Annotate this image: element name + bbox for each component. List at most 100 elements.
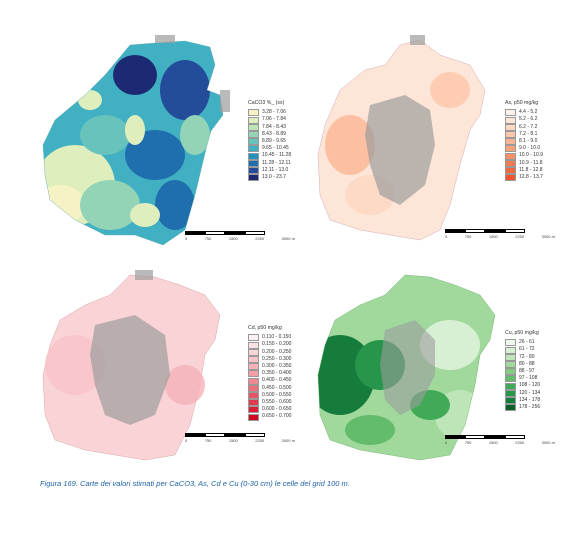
legend-swatch	[248, 166, 259, 174]
legend-label: 0.600 - 0.650	[262, 406, 292, 413]
legend-swatch	[248, 370, 259, 378]
legend-item: 0.400 - 0.450	[248, 377, 291, 385]
legend-item: 0.600 - 0.650	[248, 406, 292, 414]
legend-swatch	[248, 130, 259, 138]
scale-tick: 2250	[515, 440, 525, 445]
legend-label: 88 - 97	[519, 368, 535, 375]
scale-seg	[245, 231, 265, 235]
scale-seg	[485, 229, 505, 233]
legend-item: 0.300 - 0.350	[248, 363, 292, 371]
legend-item: 178 - 256	[505, 404, 541, 412]
legend-label: 108 - 120	[519, 382, 541, 389]
legend-item: 9.0 - 10.0	[505, 145, 543, 153]
legend-swatch	[248, 334, 259, 342]
legend-swatch	[248, 399, 259, 407]
scale-seg	[205, 231, 225, 235]
legend-swatch	[505, 123, 516, 131]
legend-label: 97 - 108	[519, 375, 538, 382]
legend-label: 6.2 - 7.2	[519, 123, 538, 130]
legend-item: 8.89 - 9.65	[248, 138, 291, 146]
scale-seg	[225, 433, 245, 437]
legend-label: 72 - 80	[519, 353, 535, 360]
scale-seg	[205, 433, 225, 437]
legend-item: 5.2 - 6.2	[505, 116, 543, 124]
scale-seg	[185, 433, 205, 437]
scale-seg	[445, 229, 465, 233]
legend-swatch	[248, 341, 259, 349]
legend-cu: Cu, p50 mg/kg 26 - 61 61 - 72 72 - 80 80 - …	[505, 330, 541, 412]
legend-swatch	[248, 174, 259, 182]
scale-tick: 1500	[488, 234, 498, 239]
legend-title: As, p50 mg/kg	[505, 100, 539, 106]
legend-label: 8.1 - 9.0	[519, 138, 538, 145]
legend-item: 120 - 134	[505, 390, 540, 397]
scale-bar: 0 750 1500 2250 3000 m	[445, 229, 555, 239]
legend-cd: Cd, p50 mg/kg 0.110 - 0.150 0.150 - 0.200…	[248, 325, 291, 421]
legend-label: 4.4 - 5.2	[519, 109, 538, 116]
legend-item: 9.65 - 10.45	[248, 145, 291, 153]
legend-item: 0.110 - 0.150	[248, 334, 291, 342]
legend-label: 0.450 - 0.500	[262, 384, 292, 391]
scale-tick: 750	[464, 234, 472, 239]
legend-item: 108 - 120	[505, 382, 541, 390]
legend-label: 7.84 - 8.43	[262, 123, 286, 130]
legend-item: 0.550 - 0.600	[248, 399, 292, 407]
legend-swatch	[248, 377, 259, 385]
scale-seg	[225, 231, 245, 235]
legend-rows: 0.110 - 0.150 0.150 - 0.200 0.200 - 0.250 0…	[248, 334, 292, 421]
legend-swatch	[505, 130, 516, 138]
scale-tick: 750	[464, 440, 472, 445]
scale-tick: 750	[204, 236, 212, 241]
scale-seg	[505, 229, 525, 233]
legend-label: 0.550 - 0.600	[262, 399, 292, 406]
legend-item: 88 - 97	[505, 368, 540, 376]
scale-seg	[185, 231, 205, 235]
legend-item: 7.06 - 7.84	[248, 116, 291, 124]
legend-item: 6.2 - 7.2	[505, 124, 543, 131]
legend-item: 134 - 178	[505, 397, 540, 404]
legend-label: 0.300 - 0.350	[262, 363, 292, 370]
legend-swatch	[248, 355, 259, 363]
legend-item: 11.28 - 12.11	[248, 160, 291, 167]
scale-tick: 0	[185, 438, 188, 443]
legend-label: 5.2 - 6.2	[519, 116, 538, 123]
scale-seg	[505, 435, 525, 439]
legend-swatch	[505, 145, 516, 153]
scale-tick: 3000 m	[541, 440, 555, 445]
map-panel-cu: Cu, p50 mg/kg 26 - 61 61 - 72 72 - 80 80 - …	[310, 265, 560, 465]
scale-seg	[245, 433, 265, 437]
legend-item: 0.650 - 0.700	[248, 413, 291, 421]
legend-swatch	[505, 166, 516, 174]
legend-swatch	[505, 389, 516, 397]
legend-item: 3.28 - 7.06	[248, 109, 291, 117]
legend-swatch	[505, 375, 516, 383]
scale-tick: 750	[204, 438, 212, 443]
legend-label: 7.2 - 8.1	[519, 130, 538, 137]
figure-caption: Figura 169. Carte dei valori stimati per…	[40, 479, 350, 488]
map-panel-cd: Cd, p50 mg/kg 0.110 - 0.150 0.150 - 0.200…	[35, 265, 295, 465]
legend-label: 178 - 256	[519, 404, 541, 411]
legend-swatch	[505, 109, 516, 117]
legend-item: 10.9 - 11.8	[505, 160, 543, 167]
legend-label: 9.0 - 10.0	[519, 145, 541, 152]
legend-item: 0.500 - 0.550	[248, 392, 291, 399]
map-panel-as: As, p50 mg/kg 4.4 - 5.2 5.2 - 6.2 6.2 - 7.…	[310, 35, 560, 255]
legend-item: 11.8 - 12.8	[505, 167, 543, 174]
legend-label: 10.9 - 11.8	[519, 159, 543, 166]
map-cu	[317, 274, 496, 461]
legend-label: 3.28 - 7.06	[262, 109, 286, 116]
legend-title: Cu, p50 mg/kg	[505, 330, 539, 336]
scale-tick: 1500	[488, 440, 498, 445]
legend-label: 12.11 - 13.0	[262, 166, 289, 173]
scale-bar: 0 750 1500 2250 3000 m	[445, 435, 555, 445]
legend-label: 9.65 - 10.45	[262, 145, 289, 152]
legend-swatch	[505, 116, 516, 124]
scale-tick: 2250	[255, 236, 265, 241]
scale-tick: 0	[445, 234, 448, 239]
legend-label: 134 - 178	[519, 396, 541, 403]
legend-label: 0.250 - 0.300	[262, 355, 292, 362]
legend-swatch	[505, 353, 516, 361]
legend-title: CaCO3 %_ (ss)	[248, 100, 285, 106]
legend-label: 11.8 - 12.8	[519, 166, 543, 173]
legend-caco3: CaCO3 %_ (ss) 3.28 - 7.06 7.06 - 7.84 7.84…	[248, 100, 291, 182]
